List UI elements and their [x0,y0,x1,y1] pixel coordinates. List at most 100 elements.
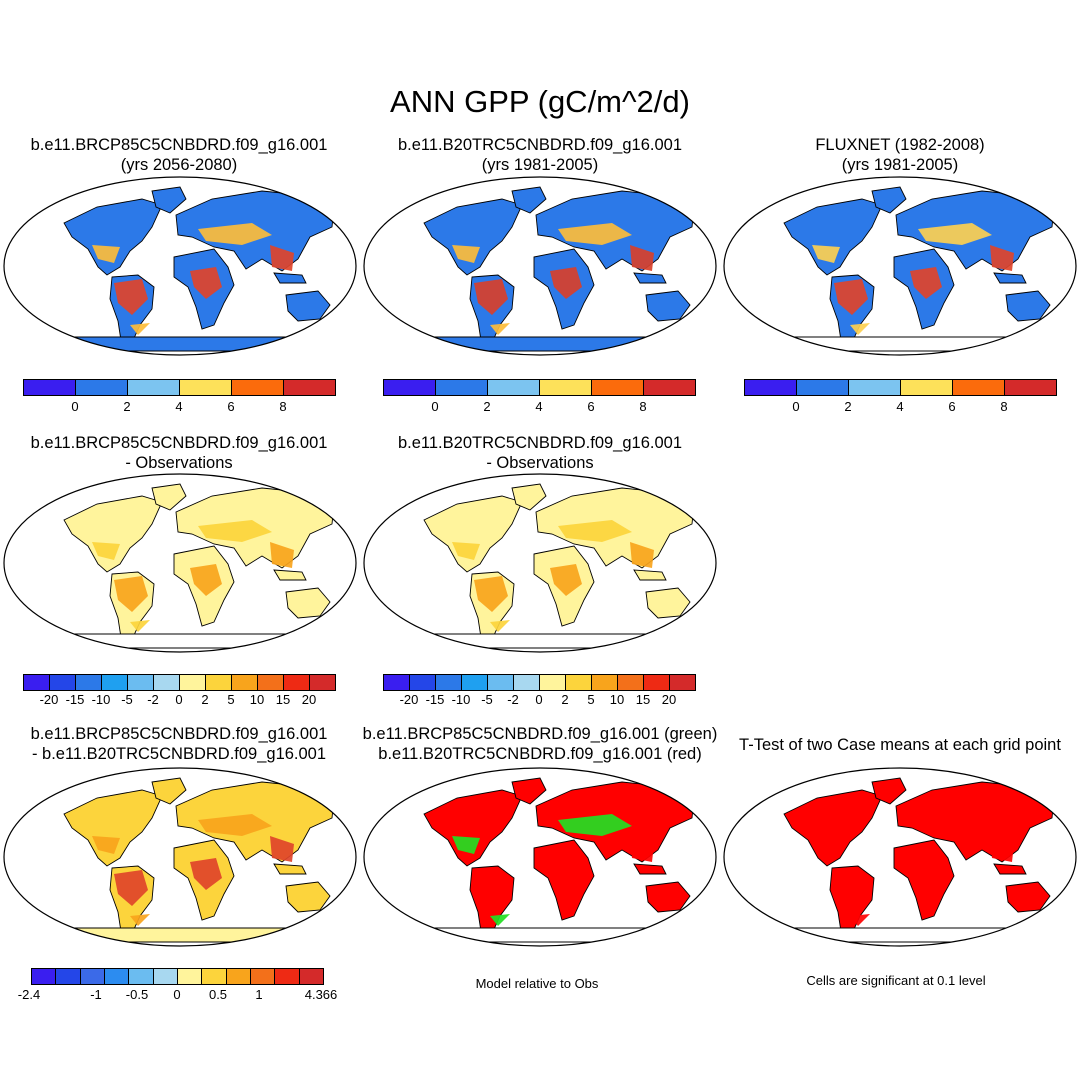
australia-landmass [645,587,691,619]
antarctica-landmass [389,336,691,352]
panel-4-title: b.e11.BRCP85C5CNBDRD.f09_g16.001 - Obser… [1,433,357,473]
colorbar-swatch [310,675,335,690]
map-panel-8 [362,766,718,948]
absolute-tick: 8 [639,399,647,414]
gpp-region [550,564,582,596]
colorbar-swatch [154,675,180,690]
colorbar-swatch [129,969,154,984]
colorbar-ticks-panel-1: 0 2 4 6 8 [0,399,360,415]
gpp-region [92,836,120,854]
gpp-region [92,542,120,560]
gpp-region [558,520,632,542]
gpp-region [910,858,942,890]
change-tick: -2.4 [17,987,41,1002]
northAmerica-landmass [423,198,523,276]
absolute-tick: 4 [535,399,543,414]
gpp-region [834,870,868,906]
colorbar-swatch [540,675,566,690]
colorbar-swatch [128,380,180,395]
colorbar-swatch [80,969,105,984]
absolute-tick: 6 [948,399,956,414]
panel-2-case: b.e11.B20TRC5CNBDRD.f09_g16.001 [397,136,683,154]
map-panel-1 [2,175,358,357]
gpp-region [550,858,582,890]
gpp-region [114,576,148,612]
gpp-region [558,223,632,245]
gpp-region [918,814,992,836]
colorbar-panel-1 [23,379,336,396]
colorbar-swatch [250,969,276,984]
colorbar-swatch [202,969,227,984]
colorbar-swatch [540,380,592,395]
difference-tick: -5 [481,692,493,707]
absolute-tick: 2 [844,399,852,414]
greenland-landmass [511,483,547,511]
gpp-region [990,836,1014,862]
colorbar-swatch [488,380,540,395]
colorbar-swatch [76,380,128,395]
difference-tick: 20 [301,692,317,707]
panel-4-subtitle: - Observations [125,454,233,472]
panel-4-case: b.e11.BRCP85C5CNBDRD.f09_g16.001 [30,434,328,452]
figure-title: ANN GPP (gC/m^2/d) [390,84,690,119]
northAmerica-landmass [63,789,163,867]
colorbar-swatch [514,675,540,690]
difference-tick: 5 [227,692,235,707]
colorbar-swatch [76,675,102,690]
gpp-region [812,836,840,854]
gpp-region [452,245,480,263]
greenland-landmass [511,777,547,805]
panel-8-note: Model relative to Obs [475,976,599,991]
gpp-region [490,323,510,335]
colorbar-swatch [284,380,335,395]
australia-landmass [285,881,331,913]
panel-5-subtitle: - Observations [486,454,594,472]
map-border [363,767,717,947]
colorbar-swatch [102,675,128,690]
gpp-region [850,323,870,335]
gpp-region [850,914,870,926]
greenland-landmass [511,186,547,214]
colorbar-swatch [644,675,670,690]
colorbar-swatch [56,969,81,984]
absolute-tick: 4 [175,399,183,414]
gpp-region [190,267,222,299]
antarctica-landmass [29,633,331,649]
absolute-tick: 0 [431,399,439,414]
absolute-tick: 0 [792,399,800,414]
colorbar-swatch [153,969,178,984]
panel-7-title: b.e11.BRCP85C5CNBDRD.f09_g16.001 - b.e11… [1,724,357,764]
indonesia-landmass [633,272,667,284]
change-tick: -1 [90,987,102,1002]
colorbar-swatch [275,969,300,984]
map-border [723,176,1077,356]
panel-5-case: b.e11.B20TRC5CNBDRD.f09_g16.001 [397,434,683,452]
map-panel-9 [722,766,1078,948]
gpp-region [270,245,294,271]
colorbar-ticks-panel-2: 0 2 4 6 8 [0,399,720,415]
colorbar-swatch [206,675,232,690]
gpp-region [630,542,654,568]
gpp-region [490,620,510,632]
colorbar-swatch [849,380,901,395]
greenland-landmass [151,777,187,805]
gpp-region [630,836,654,862]
greenland-landmass [871,777,907,805]
colorbar-swatch [953,380,1005,395]
panel-3-source: FLUXNET (1982-2008) [815,136,985,154]
colorbar-swatch [232,675,258,690]
map-panel-7 [2,766,358,948]
colorbar-swatch [128,675,154,690]
colorbar-swatch [592,380,644,395]
absolute-tick: 6 [587,399,595,414]
panel-3-title: FLUXNET (1982-2008) (yrs 1981-2005) [722,135,1078,175]
gpp-region [130,323,150,335]
gpp-region [190,564,222,596]
colorbar-panel-4 [23,674,336,691]
gpp-region [558,814,632,836]
colorbar-swatch [618,675,644,690]
northAmerica-landmass [783,198,883,276]
gpp-region [270,836,294,862]
panel-7-case-b: - b.e11.B20TRC5CNBDRD.f09_g16.001 [31,745,327,763]
panel-5-title: b.e11.B20TRC5CNBDRD.f09_g16.001 - Observ… [362,433,718,473]
